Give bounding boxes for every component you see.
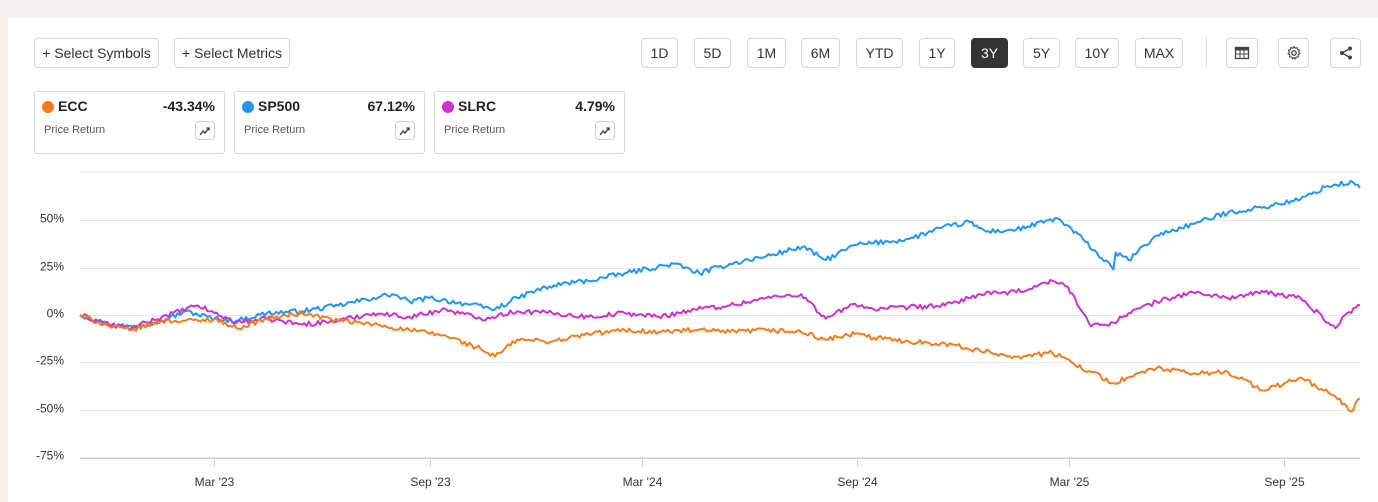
symbol-name: SP500 [258,98,301,114]
series-line-slrc [79,278,1361,331]
table-view-button[interactable] [1226,38,1258,68]
metric-label: Price Return [44,124,106,136]
metric-label: Price Return [244,124,306,136]
range-button-10y[interactable]: 10Y [1075,38,1119,68]
trend-icon [599,126,610,135]
series-color-dot [442,101,454,113]
select-symbols-button[interactable]: + Select Symbols [34,38,159,68]
symbol-name: ECC [58,98,88,114]
range-button-6m[interactable]: 6M [801,38,840,68]
trend-chart-button[interactable] [595,121,615,140]
y-tick-label: 25% [40,260,64,274]
symbol-card-slrc[interactable]: SLRC 4.79% Price Return [434,91,625,154]
trend-chart-button[interactable] [195,121,215,140]
x-tick-label: Sep '25 [1264,475,1305,489]
y-tick-label: 50% [40,212,64,226]
range-button-1m[interactable]: 1M [747,38,786,68]
range-button-3y[interactable]: 3Y [971,38,1008,68]
axis-labels: 50% 25% 0% -25% -50% -75% Mar '23 Sep '23 Mar '2… [36,212,1305,490]
series-color-dot [242,101,254,113]
symbol-name: SLRC [458,98,497,114]
settings-button[interactable] [1278,38,1309,68]
metric-label: Price Return [444,124,506,136]
range-button-1d[interactable]: 1D [641,38,678,68]
x-tick-label: Mar '25 [1050,475,1090,489]
range-button-1y[interactable]: 1Y [919,38,955,68]
symbol-return: 67.12% [367,98,415,114]
y-tick-label: -50% [36,402,64,416]
series-color-dot [42,101,54,113]
table-icon [1234,46,1250,60]
range-button-ytd[interactable]: YTD [856,38,903,68]
symbol-card-ecc[interactable]: ECC -43.34% Price Return [34,91,225,154]
series-lines [79,179,1361,413]
toolbar-divider [1206,36,1207,68]
symbol-return: 4.79% [575,98,615,114]
grid-lines [80,171,1360,467]
share-icon [1339,46,1352,60]
select-metrics-button[interactable]: + Select Metrics [174,38,290,68]
x-tick-label: Sep '23 [410,475,451,489]
x-tick-label: Mar '24 [623,475,663,489]
y-tick-label: -75% [36,449,64,463]
trend-chart-button[interactable] [395,121,415,140]
range-button-max[interactable]: MAX [1135,38,1183,68]
symbol-return: -43.34% [162,98,215,114]
x-tick-label: Sep '24 [837,475,878,489]
trend-icon [199,126,210,135]
gear-icon [1286,45,1301,60]
symbol-card-sp500[interactable]: SP500 67.12% Price Return [234,91,425,154]
series-line-ecc [79,310,1361,413]
x-tick-label: Mar '23 [195,475,235,489]
series-line-sp500 [79,179,1361,329]
range-button-5d[interactable]: 5D [694,38,731,68]
y-tick-label: 0% [47,307,65,321]
share-button[interactable] [1330,38,1361,68]
range-button-5y[interactable]: 5Y [1023,38,1060,68]
y-tick-label: -25% [36,354,64,368]
trend-icon [399,126,410,135]
